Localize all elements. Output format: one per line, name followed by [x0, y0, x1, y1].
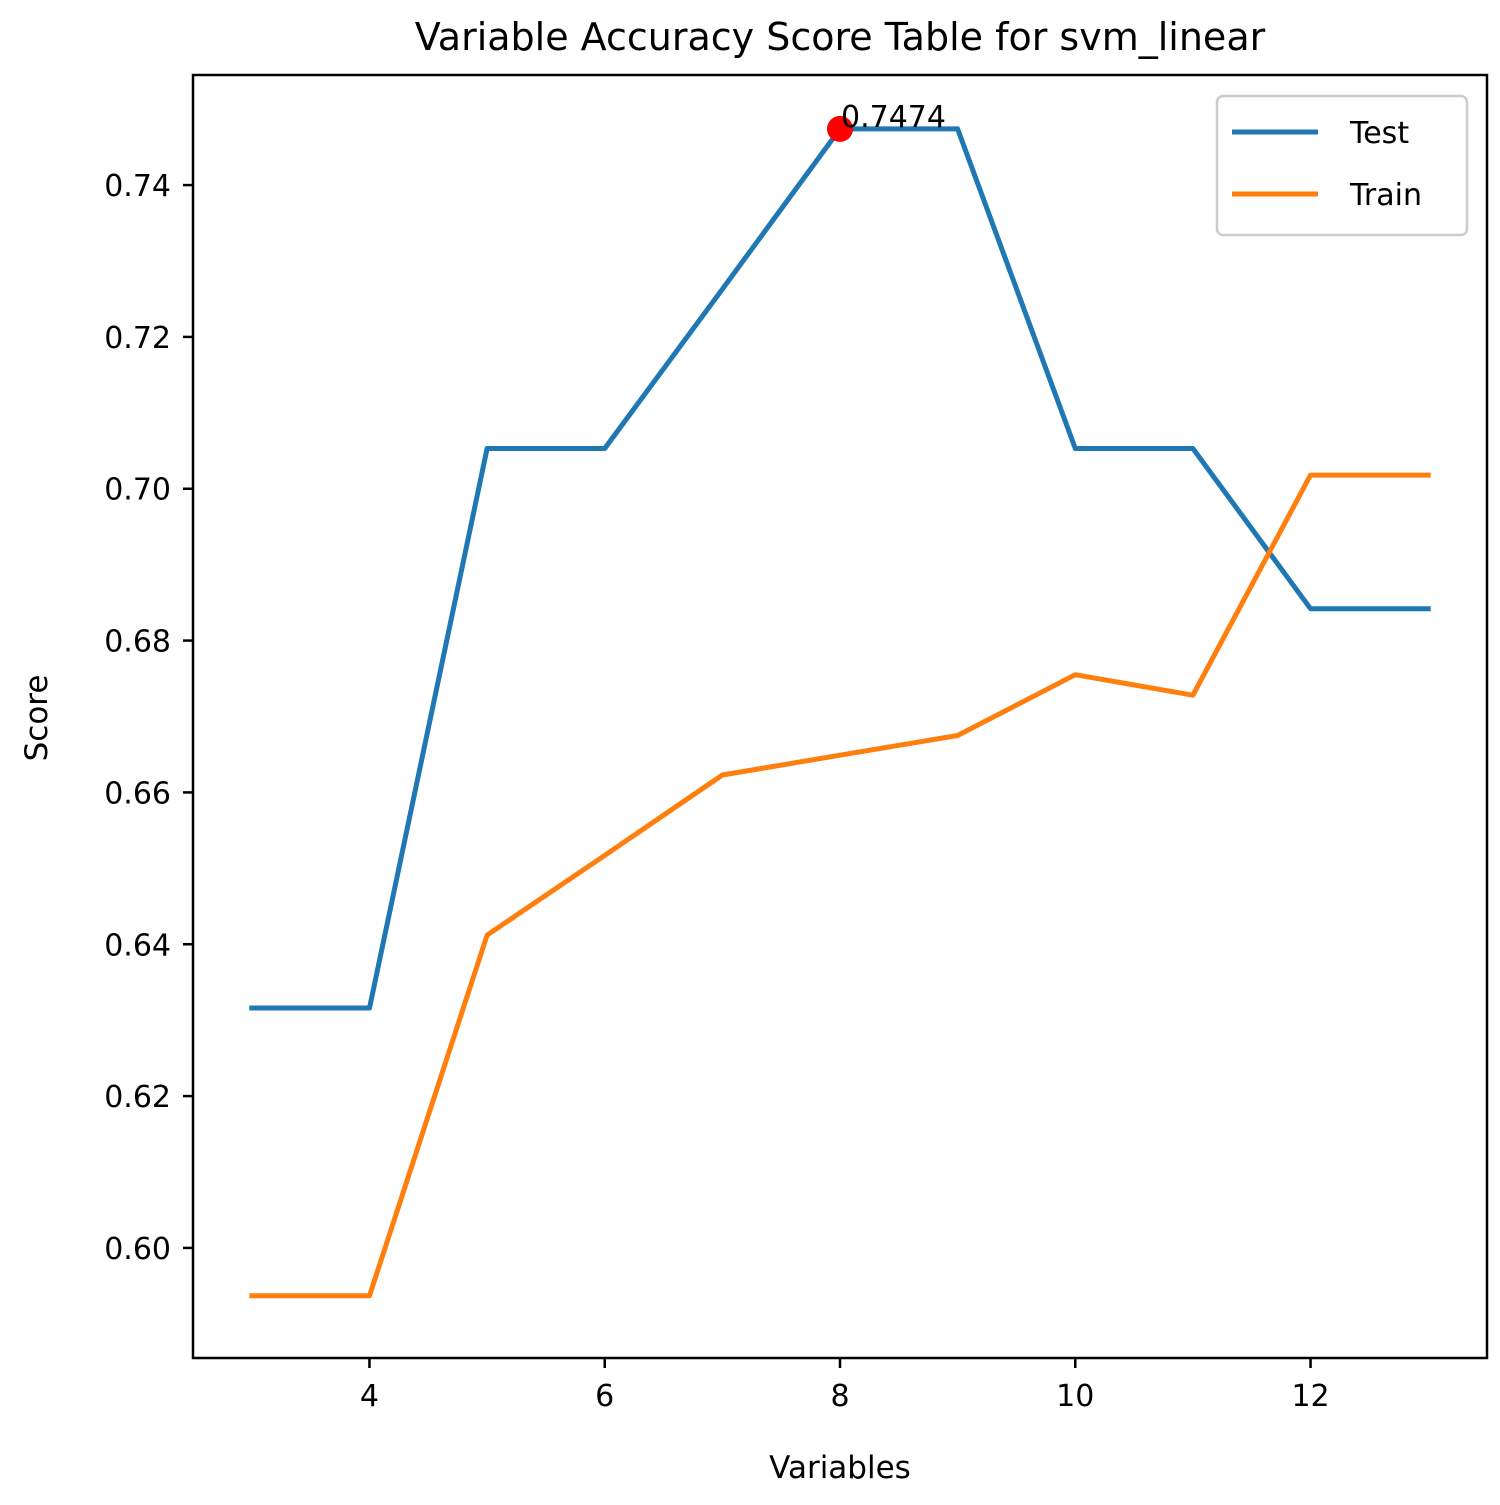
x-tick-label: 6	[595, 1379, 614, 1414]
plot-frame	[191, 73, 1489, 1360]
x-tick-label: 4	[360, 1379, 379, 1414]
y-tick-label: 0.62	[104, 1080, 171, 1115]
y-tick-label: 0.60	[104, 1232, 171, 1267]
x-axis-label: Variables	[769, 1450, 911, 1486]
legend: Test Train	[1215, 94, 1469, 237]
series-line-train	[249, 472, 1431, 1299]
axes: 4 6 8 10 12 0.60 0.62 0.64 0.66 0.68 0.70 0.72 0.74	[104, 73, 1489, 1414]
legend-label-train: Train	[1349, 178, 1422, 213]
y-tick-label: 0.64	[104, 928, 171, 963]
highlight-label: 0.7474	[841, 100, 946, 135]
x-tick-label: 8	[830, 1379, 849, 1414]
y-tick-label: 0.72	[104, 321, 171, 356]
y-tick-label: 0.74	[104, 169, 171, 204]
x-tick-label: 10	[1056, 1379, 1094, 1414]
y-tick-label: 0.70	[104, 473, 171, 508]
y-axis-label: Score	[19, 675, 55, 762]
highlight-point	[827, 115, 853, 142]
legend-label-test: Test	[1349, 116, 1409, 151]
y-tick-label: 0.68	[104, 625, 171, 660]
y-tick-label: 0.66	[104, 776, 171, 811]
chart-title: Variable Accuracy Score Table for svm_li…	[415, 15, 1266, 59]
highlight: 0.7474	[827, 100, 946, 142]
legend-box	[1215, 94, 1469, 237]
x-tick-label: 12	[1291, 1379, 1329, 1414]
